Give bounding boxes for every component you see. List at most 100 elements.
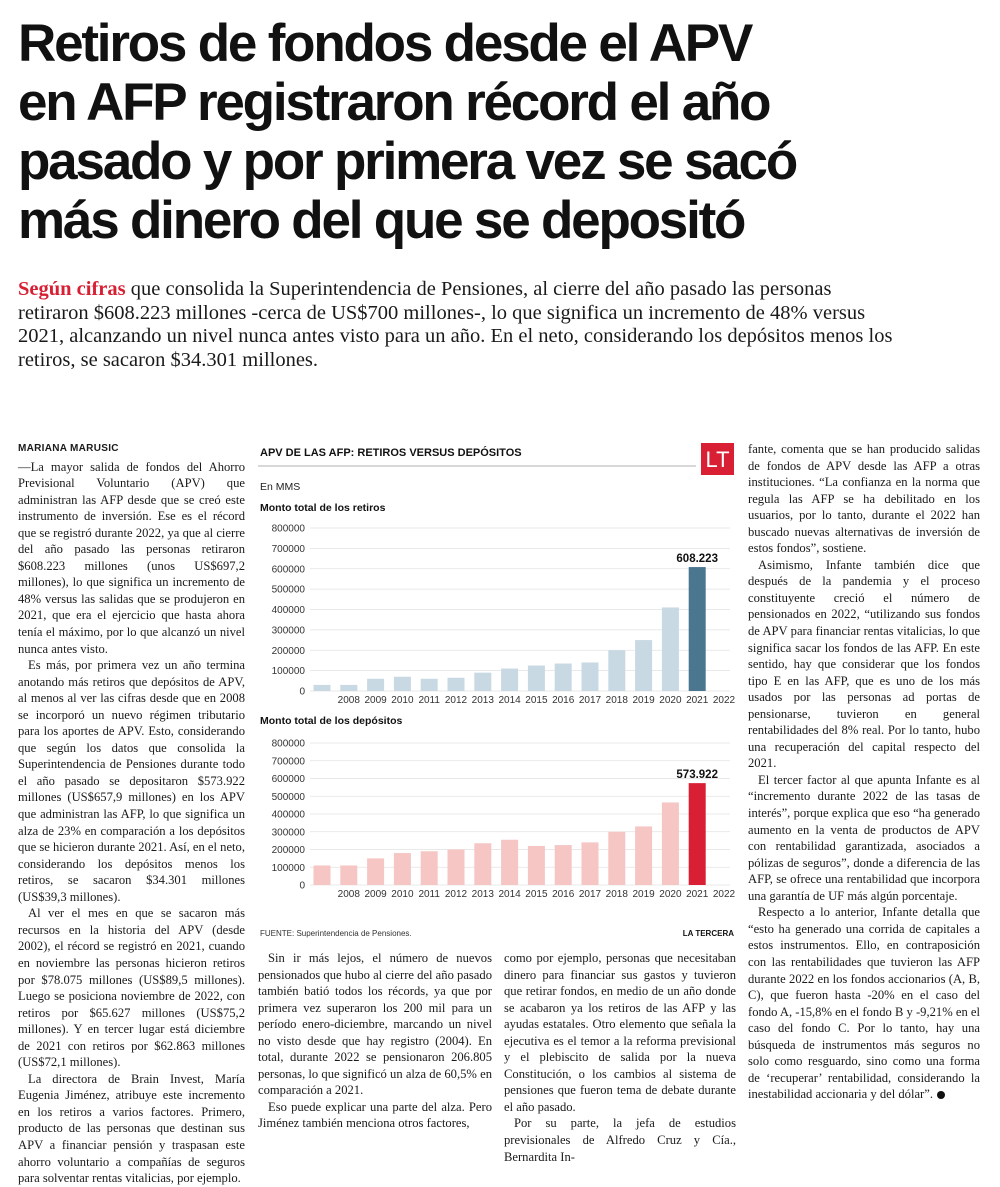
bar — [554, 845, 572, 885]
headline-line: pasado y por primera vez se sacó — [18, 132, 798, 191]
lead-highlight: Según cifras — [18, 278, 126, 300]
x-tick-label: 2008 — [338, 695, 361, 706]
bar — [313, 684, 331, 691]
paragraph: Al ver el mes en que se sacaron más recu… — [18, 906, 245, 1070]
y-tick-label: 500000 — [272, 585, 306, 596]
bar — [447, 677, 465, 691]
bar — [635, 826, 653, 885]
bar — [688, 567, 706, 691]
paragraph: El tercer factor al que apunta Infante e… — [748, 772, 980, 903]
bar — [474, 843, 492, 885]
bar — [393, 853, 411, 885]
x-tick-label: 2021 — [686, 695, 709, 706]
bar — [581, 842, 599, 885]
logo-box — [701, 443, 734, 475]
x-tick-label: 2019 — [632, 695, 655, 706]
paragraph: como por ejemplo, personas que necesitab… — [504, 951, 736, 1114]
bar — [340, 865, 358, 885]
bar — [393, 676, 411, 691]
value-label: 573.922 — [676, 769, 718, 781]
bar — [635, 640, 653, 691]
y-tick-label: 200000 — [272, 845, 306, 856]
x-tick-label: 2014 — [498, 695, 521, 706]
bar — [688, 783, 706, 885]
x-tick-label: 2022 — [713, 889, 736, 900]
x-tick-label: 2016 — [552, 889, 575, 900]
y-tick-label: 400000 — [272, 605, 306, 616]
x-tick-label: 2011 — [418, 889, 440, 900]
chart-title: Monto total de los retiros — [260, 502, 386, 514]
x-tick-label: 2009 — [364, 695, 387, 706]
y-tick-label: 200000 — [272, 646, 306, 657]
y-tick-label: 600000 — [272, 774, 306, 785]
page: Retiros de fondos desde el APV en AFP re… — [0, 0, 1000, 1163]
column: fante, comenta que se han producido sali… — [748, 441, 980, 1103]
bar — [581, 662, 599, 691]
headline-line: Retiros de fondos desde el APV — [18, 14, 753, 73]
headline-line: en AFP registraron récord el año — [18, 73, 772, 132]
y-tick-label: 800000 — [272, 739, 306, 750]
x-tick-label: 2018 — [606, 889, 629, 900]
x-tick-label: 2019 — [632, 889, 655, 900]
y-tick-label: 700000 — [272, 756, 306, 767]
x-tick-label: 2018 — [606, 695, 629, 706]
paragraph: Eso puede explicar una parte del alza. P… — [258, 1099, 492, 1131]
y-tick-label: 0 — [299, 881, 305, 892]
paragraph: Por su parte, la jefa de estudios previs… — [504, 1116, 736, 1164]
y-tick-label: 800000 — [272, 524, 306, 535]
unit: En MMS — [260, 481, 300, 493]
paragraph: Sin ir más lejos, el número de nuevos pe… — [258, 951, 492, 1098]
y-tick-label: 500000 — [272, 792, 306, 803]
x-tick-label: 2021 — [686, 889, 709, 900]
column: Sin ir más lejos, el número de nuevos pe… — [258, 950, 492, 1132]
chart-title: Monto total de los depósitos — [260, 715, 402, 727]
y-tick-label: 100000 — [272, 863, 306, 874]
bar — [527, 845, 545, 885]
x-tick-label: 2009 — [364, 889, 387, 900]
lead-text: que consolida la Superintendencia de Pen… — [18, 278, 893, 371]
column: MARIANA MARUSIC —La mayor salida de fond… — [18, 441, 245, 1187]
lead: Según cifras que consolida la Superinten… — [18, 278, 898, 372]
x-tick-label: 2012 — [445, 889, 468, 900]
bar — [313, 865, 331, 885]
bar — [608, 650, 626, 691]
bar — [608, 831, 626, 885]
paragraph: Es más, por primera vez un año termina a… — [18, 658, 245, 904]
x-tick-label: 2010 — [391, 695, 414, 706]
bar — [447, 849, 465, 885]
bar — [420, 851, 438, 885]
y-tick-label: 400000 — [272, 810, 306, 821]
x-tick-label: 2011 — [418, 695, 440, 706]
x-tick-label: 2014 — [498, 889, 521, 900]
y-tick-label: 300000 — [272, 625, 306, 636]
graphic-title: APV DE LAS AFP: RETIROS VERSUS DEPÓSITOS — [260, 446, 522, 459]
paragraph: fante, comenta que se han producido sali… — [748, 442, 980, 556]
y-tick-label: 100000 — [272, 666, 306, 677]
x-tick-label: 2022 — [713, 695, 736, 706]
headline: Retiros de fondos desde el APV en AFP re… — [18, 14, 918, 250]
x-tick-label: 2008 — [338, 889, 361, 900]
bar — [474, 672, 492, 691]
paragraph: —La mayor salida de fondos del Ahorro Pr… — [18, 459, 245, 656]
x-tick-label: 2020 — [659, 889, 682, 900]
x-tick-label: 2013 — [472, 889, 495, 900]
bar — [501, 668, 519, 691]
bar — [661, 607, 679, 691]
y-tick-label: 700000 — [272, 544, 306, 555]
bar — [527, 665, 545, 691]
logo: LT — [705, 447, 729, 472]
x-tick-label: 2017 — [579, 695, 602, 706]
bar — [554, 663, 572, 691]
x-tick-label: 2015 — [525, 889, 548, 900]
x-tick-label: 2010 — [391, 889, 414, 900]
bar — [367, 858, 385, 885]
y-tick-label: 600000 — [272, 564, 306, 575]
bar — [661, 802, 679, 885]
paragraph: Asimismo, Infante también dice que despu… — [748, 557, 980, 771]
paragraph: La directora de Brain Invest, María Euge… — [18, 1071, 245, 1186]
x-tick-label: 2016 — [552, 695, 575, 706]
y-tick-label: 300000 — [272, 827, 306, 838]
x-tick-label: 2015 — [525, 695, 548, 706]
x-tick-label: 2020 — [659, 695, 682, 706]
bar — [340, 684, 358, 691]
